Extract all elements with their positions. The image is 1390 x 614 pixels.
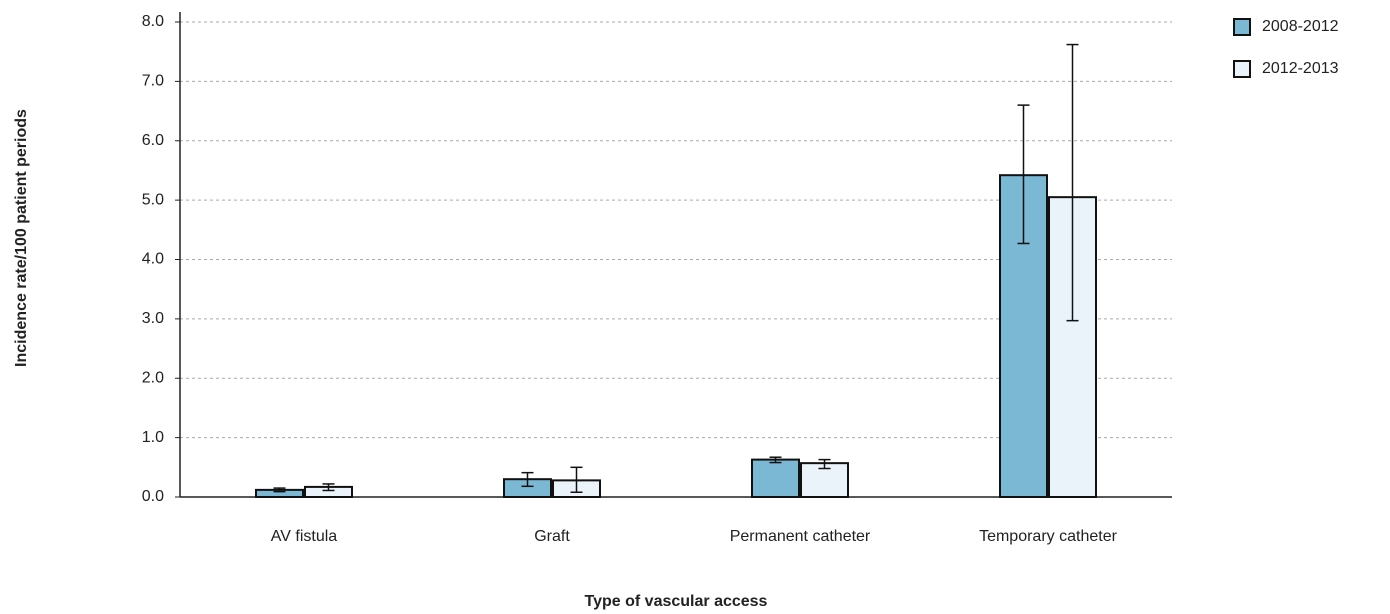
legend-label: 2008-2012	[1262, 18, 1339, 35]
legend-label: 2012-2013	[1262, 60, 1339, 77]
legend-swatch	[1233, 18, 1251, 36]
legend-swatch	[1233, 60, 1251, 78]
y-tick-label: 2.0	[142, 369, 164, 386]
y-tick-label: 0.0	[142, 488, 164, 505]
y-tick-label: 3.0	[142, 310, 164, 327]
bar	[751, 458, 800, 498]
x-tick-label: Permanent catheter	[730, 528, 871, 545]
x-tick-label: Graft	[534, 528, 570, 545]
x-tick-label: AV fistula	[271, 528, 338, 545]
y-tick-label: 7.0	[142, 73, 164, 90]
y-tick-label: 5.0	[142, 191, 164, 208]
y-tick-label: 6.0	[142, 132, 164, 149]
x-tick-label: Temporary catheter	[979, 528, 1118, 545]
y-axis-title: Incidence rate/100 patient periods	[13, 109, 30, 367]
y-tick-label: 1.0	[142, 429, 164, 446]
y-tick-label: 4.0	[142, 251, 164, 268]
x-axis-title: Type of vascular access	[585, 593, 768, 610]
y-tick-label: 8.0	[142, 13, 164, 30]
